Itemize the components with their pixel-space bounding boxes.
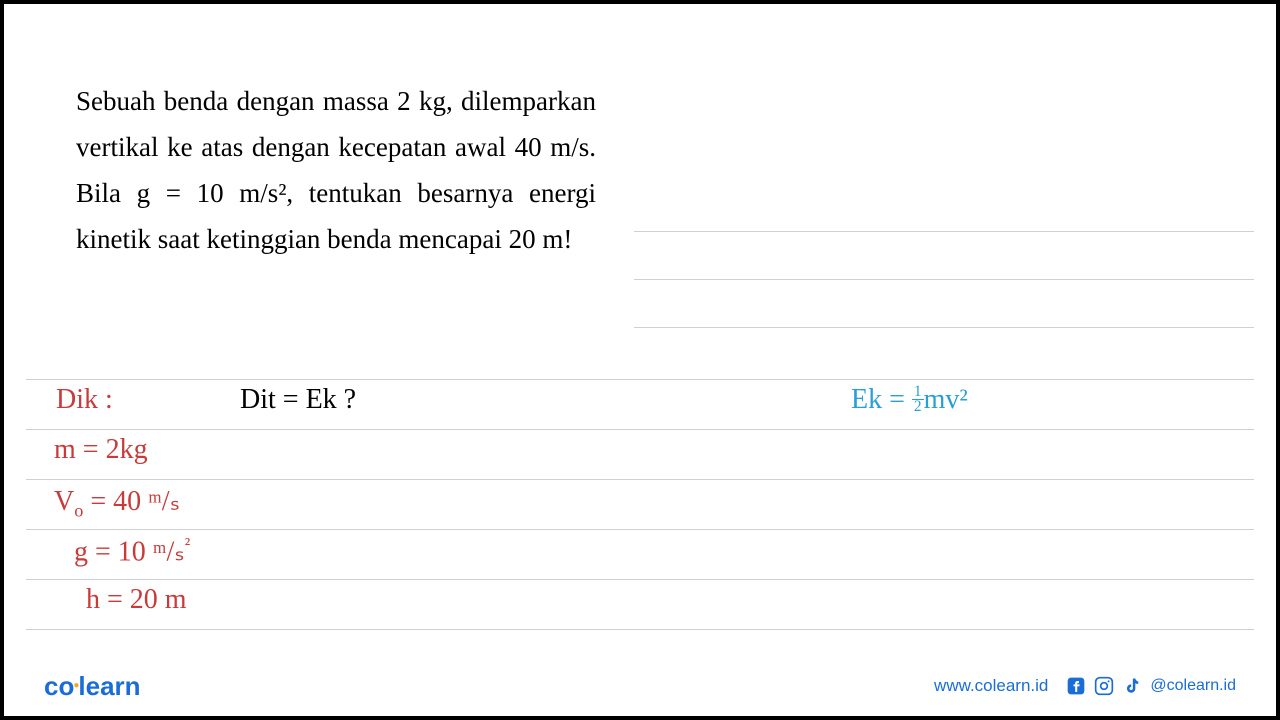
rule-line: m = 2kg — [26, 430, 1254, 480]
g-value: g = 10 ᵐ/ₛ² — [74, 534, 190, 568]
mass-value: m = 2kg — [54, 434, 148, 466]
fraction: 12 — [912, 385, 924, 414]
rule-line — [26, 330, 1254, 380]
dit-label: Dit = Ek ? — [240, 384, 356, 416]
h-value: h = 20 m — [86, 584, 187, 616]
partial-ruled-lines — [634, 184, 1254, 329]
dik-label: Dik : — [56, 384, 113, 416]
ek-prefix: Ek = — [851, 384, 912, 415]
ek-formula: Ek = 12mv² — [851, 384, 968, 416]
v0-subscript: o — [74, 501, 83, 521]
website-url: www.colearn.id — [934, 676, 1048, 696]
logo-co: co — [44, 671, 74, 701]
tiktok-icon — [1122, 676, 1142, 696]
v0-value: Vo = 40 ᵐ/ₛ — [54, 484, 180, 522]
rule-line — [634, 232, 1254, 280]
rule-line — [634, 280, 1254, 328]
content-area: Sebuah benda dengan massa 2 kg, dilempar… — [4, 4, 1276, 656]
rule-line: h = 20 m — [26, 580, 1254, 630]
logo-learn: learn — [78, 671, 140, 701]
logo-dot: ● — [73, 680, 79, 691]
full-ruled-lines: Dik : Dit = Ek ? Ek = 12mv² m = 2kg Vo =… — [26, 330, 1254, 630]
logo: co●learn — [44, 671, 141, 702]
social-handle: @colearn.id — [1150, 677, 1236, 695]
g-prefix: g = 10 ᵐ/ₛ — [74, 536, 185, 567]
rule-line: g = 10 ᵐ/ₛ² — [26, 530, 1254, 580]
ek-suffix: mv² — [924, 384, 968, 415]
v0-suffix: = 40 ᵐ/ₛ — [83, 486, 180, 517]
footer: co●learn www.colearn.id @colearn.id — [4, 656, 1276, 716]
rule-line: Vo = 40 ᵐ/ₛ — [26, 480, 1254, 530]
social-icons: @colearn.id — [1066, 676, 1236, 696]
instagram-icon — [1094, 676, 1114, 696]
g-superscript: ² — [185, 534, 190, 554]
facebook-icon — [1066, 676, 1086, 696]
problem-text: Sebuah benda dengan massa 2 kg, dilempar… — [76, 79, 596, 263]
v0-prefix: V — [54, 486, 74, 517]
rule-line: Dik : Dit = Ek ? Ek = 12mv² — [26, 380, 1254, 430]
rule-line — [634, 184, 1254, 232]
frac-denominator: 2 — [912, 400, 924, 414]
footer-right: www.colearn.id @colearn.id — [934, 676, 1236, 696]
